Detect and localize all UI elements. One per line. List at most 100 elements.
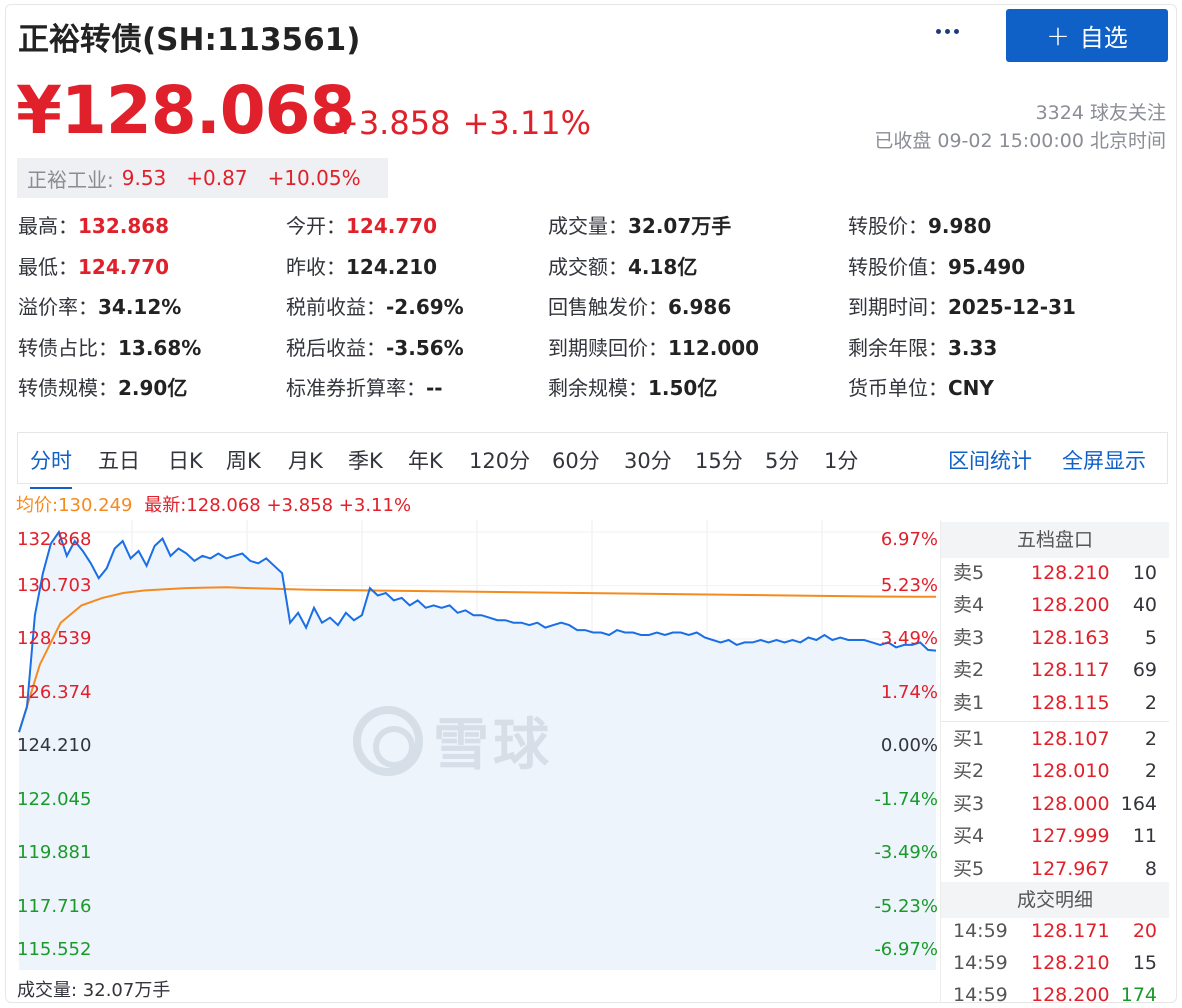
ask-price: 128.200 bbox=[1031, 594, 1110, 617]
legend-average: 均价:130.249 bbox=[16, 495, 133, 516]
stat-label: 最低： bbox=[18, 254, 78, 279]
stat-value: -3.56% bbox=[386, 335, 464, 360]
bid-level: 买4 bbox=[953, 825, 985, 848]
tab-period[interactable]: 日K bbox=[168, 449, 203, 473]
y-axis-percent-label: 3.49% bbox=[880, 628, 938, 649]
stat-value: 4.18亿 bbox=[628, 254, 698, 279]
stat-label: 溢价率： bbox=[18, 295, 98, 319]
stat-item: 货币单位：CNY bbox=[848, 374, 994, 402]
bid-price: 128.010 bbox=[1031, 760, 1110, 783]
stat-item: 回售触发价：6.986 bbox=[548, 293, 731, 321]
bid-row: 买5 127.967 8 bbox=[941, 854, 1169, 884]
stat-label: 今开： bbox=[286, 214, 346, 238]
stat-item: 转股价：9.980 bbox=[848, 212, 991, 240]
ask-row: 卖2 128.117 69 bbox=[941, 655, 1169, 685]
tab-period[interactable]: 分时 bbox=[30, 445, 72, 489]
tab-period[interactable]: 5分 bbox=[765, 449, 800, 473]
intraday-chart[interactable]: 132.868 6.97% 130.703 5.23% 128.539 3.49% 126.… bbox=[17, 520, 938, 970]
tab-period[interactable]: 15分 bbox=[695, 449, 743, 473]
stat-value: 124.770 bbox=[346, 214, 438, 238]
stat-value: 132.868 bbox=[78, 214, 170, 238]
underlying-stock[interactable]: 正裕工业: 9.53 +0.87 +10.05% bbox=[17, 158, 388, 198]
stat-label: 转债规模： bbox=[18, 376, 118, 400]
ask-row: 卖4 128.200 40 bbox=[941, 590, 1169, 620]
ask-row: 卖5 128.210 10 bbox=[941, 558, 1169, 588]
average-price-line bbox=[18, 586, 936, 733]
tab-period[interactable]: 年K bbox=[408, 449, 443, 473]
bid-volume: 2 bbox=[1144, 728, 1157, 750]
stat-value: -2.69% bbox=[386, 295, 464, 319]
stat-value: 9.980 bbox=[928, 214, 992, 238]
ask-level: 卖5 bbox=[953, 562, 985, 584]
trade-time: 14:59 bbox=[953, 984, 1008, 1006]
more-icon[interactable] bbox=[936, 29, 964, 37]
stat-item: 溢价率：34.12% bbox=[18, 293, 181, 321]
tab-period[interactable]: 30分 bbox=[624, 449, 672, 473]
stat-value: 124.210 bbox=[346, 254, 438, 279]
tab-period[interactable]: 月K bbox=[288, 449, 323, 473]
tab-period[interactable]: 周K bbox=[226, 449, 261, 473]
bid-level: 买2 bbox=[953, 760, 985, 783]
stat-value: -- bbox=[426, 376, 443, 400]
fullscreen-link[interactable]: 全屏显示 bbox=[1062, 449, 1146, 473]
change-value: +3.858 bbox=[332, 104, 451, 142]
follower-count[interactable]: 3324 球友关注 bbox=[1035, 102, 1166, 124]
stat-item: 转债规模：2.90亿 bbox=[18, 374, 187, 402]
range-stats-link[interactable]: 区间统计 bbox=[948, 449, 1032, 473]
order-book-panel: 五档盘口 卖5 128.210 10 卖4 128.200 40 卖3 128.163 5 卖2 12… bbox=[940, 520, 1169, 1006]
stat-label: 转股价值： bbox=[848, 254, 948, 279]
underlying-name: 正裕工业: bbox=[27, 167, 114, 192]
trade-time: 14:59 bbox=[953, 952, 1008, 974]
stat-value: 32.07万手 bbox=[628, 214, 732, 238]
add-watchlist-button[interactable]: + 自选 bbox=[1006, 9, 1168, 62]
y-axis-percent-label: -5.23% bbox=[874, 895, 938, 917]
stat-label: 最高： bbox=[18, 214, 78, 238]
stat-label: 昨收： bbox=[286, 254, 346, 279]
bid-row: 买2 128.010 2 bbox=[941, 756, 1169, 786]
tab-period[interactable]: 五日 bbox=[98, 449, 140, 473]
stat-value: 112.000 bbox=[668, 335, 760, 360]
bid-volume: 11 bbox=[1132, 825, 1157, 848]
watermark-text: 雪球 bbox=[433, 713, 553, 778]
volume-label: 成交量: 32.07万手 bbox=[17, 980, 171, 1001]
y-axis-price-label: 132.868 bbox=[17, 529, 92, 550]
y-axis-price-label: 126.374 bbox=[17, 681, 92, 703]
tab-period[interactable]: 季K bbox=[348, 449, 383, 473]
ask-level: 卖3 bbox=[953, 626, 985, 649]
stat-item: 税前收益：-2.69% bbox=[286, 293, 464, 321]
stat-value: 2.90亿 bbox=[118, 376, 188, 400]
stat-value: 6.986 bbox=[668, 295, 732, 319]
intraday-chart-svg bbox=[17, 520, 938, 970]
ask-volume: 10 bbox=[1132, 562, 1157, 584]
y-axis-price-label: 119.881 bbox=[17, 842, 92, 863]
chart-legend: 均价:130.249 最新:128.068 +3.858 +3.11% bbox=[16, 491, 411, 517]
bid-volume: 8 bbox=[1144, 857, 1157, 880]
trade-row: 14:59 128.200 174 bbox=[941, 980, 1169, 1008]
price-change: +3.858 +3.11% bbox=[332, 104, 591, 142]
ask-level: 卖2 bbox=[953, 659, 985, 682]
tab-period[interactable]: 60分 bbox=[552, 449, 600, 473]
trade-volume: 174 bbox=[1120, 984, 1157, 1006]
ask-price: 128.117 bbox=[1031, 659, 1110, 682]
stat-label: 剩余规模： bbox=[548, 376, 648, 400]
y-axis-price-label: 128.539 bbox=[17, 628, 92, 649]
stat-item: 转股价值：95.490 bbox=[848, 253, 1025, 281]
market-status: 已收盘 09-02 15:00:00 北京时间 bbox=[874, 130, 1166, 152]
stat-label: 剩余年限： bbox=[848, 335, 948, 360]
stat-item: 标准券折算率：-- bbox=[286, 374, 443, 402]
tab-period[interactable]: 120分 bbox=[469, 449, 531, 473]
price-area bbox=[19, 532, 936, 970]
trade-time: 14:59 bbox=[953, 920, 1008, 942]
ask-row: 卖3 128.163 5 bbox=[941, 623, 1169, 653]
order-book-divider bbox=[941, 721, 1169, 722]
ask-level: 卖1 bbox=[953, 691, 985, 714]
trade-price: 128.210 bbox=[1031, 952, 1110, 974]
order-book-title: 五档盘口 bbox=[941, 522, 1169, 558]
underlying-price: 9.53 bbox=[121, 166, 167, 190]
tab-period[interactable]: 1分 bbox=[824, 449, 859, 473]
stat-label: 转股价： bbox=[848, 214, 928, 238]
ask-volume: 69 bbox=[1132, 659, 1157, 682]
y-axis-percent-label: -3.49% bbox=[874, 842, 938, 863]
y-axis-percent-label: 5.23% bbox=[880, 574, 938, 596]
ask-volume: 40 bbox=[1132, 594, 1157, 617]
